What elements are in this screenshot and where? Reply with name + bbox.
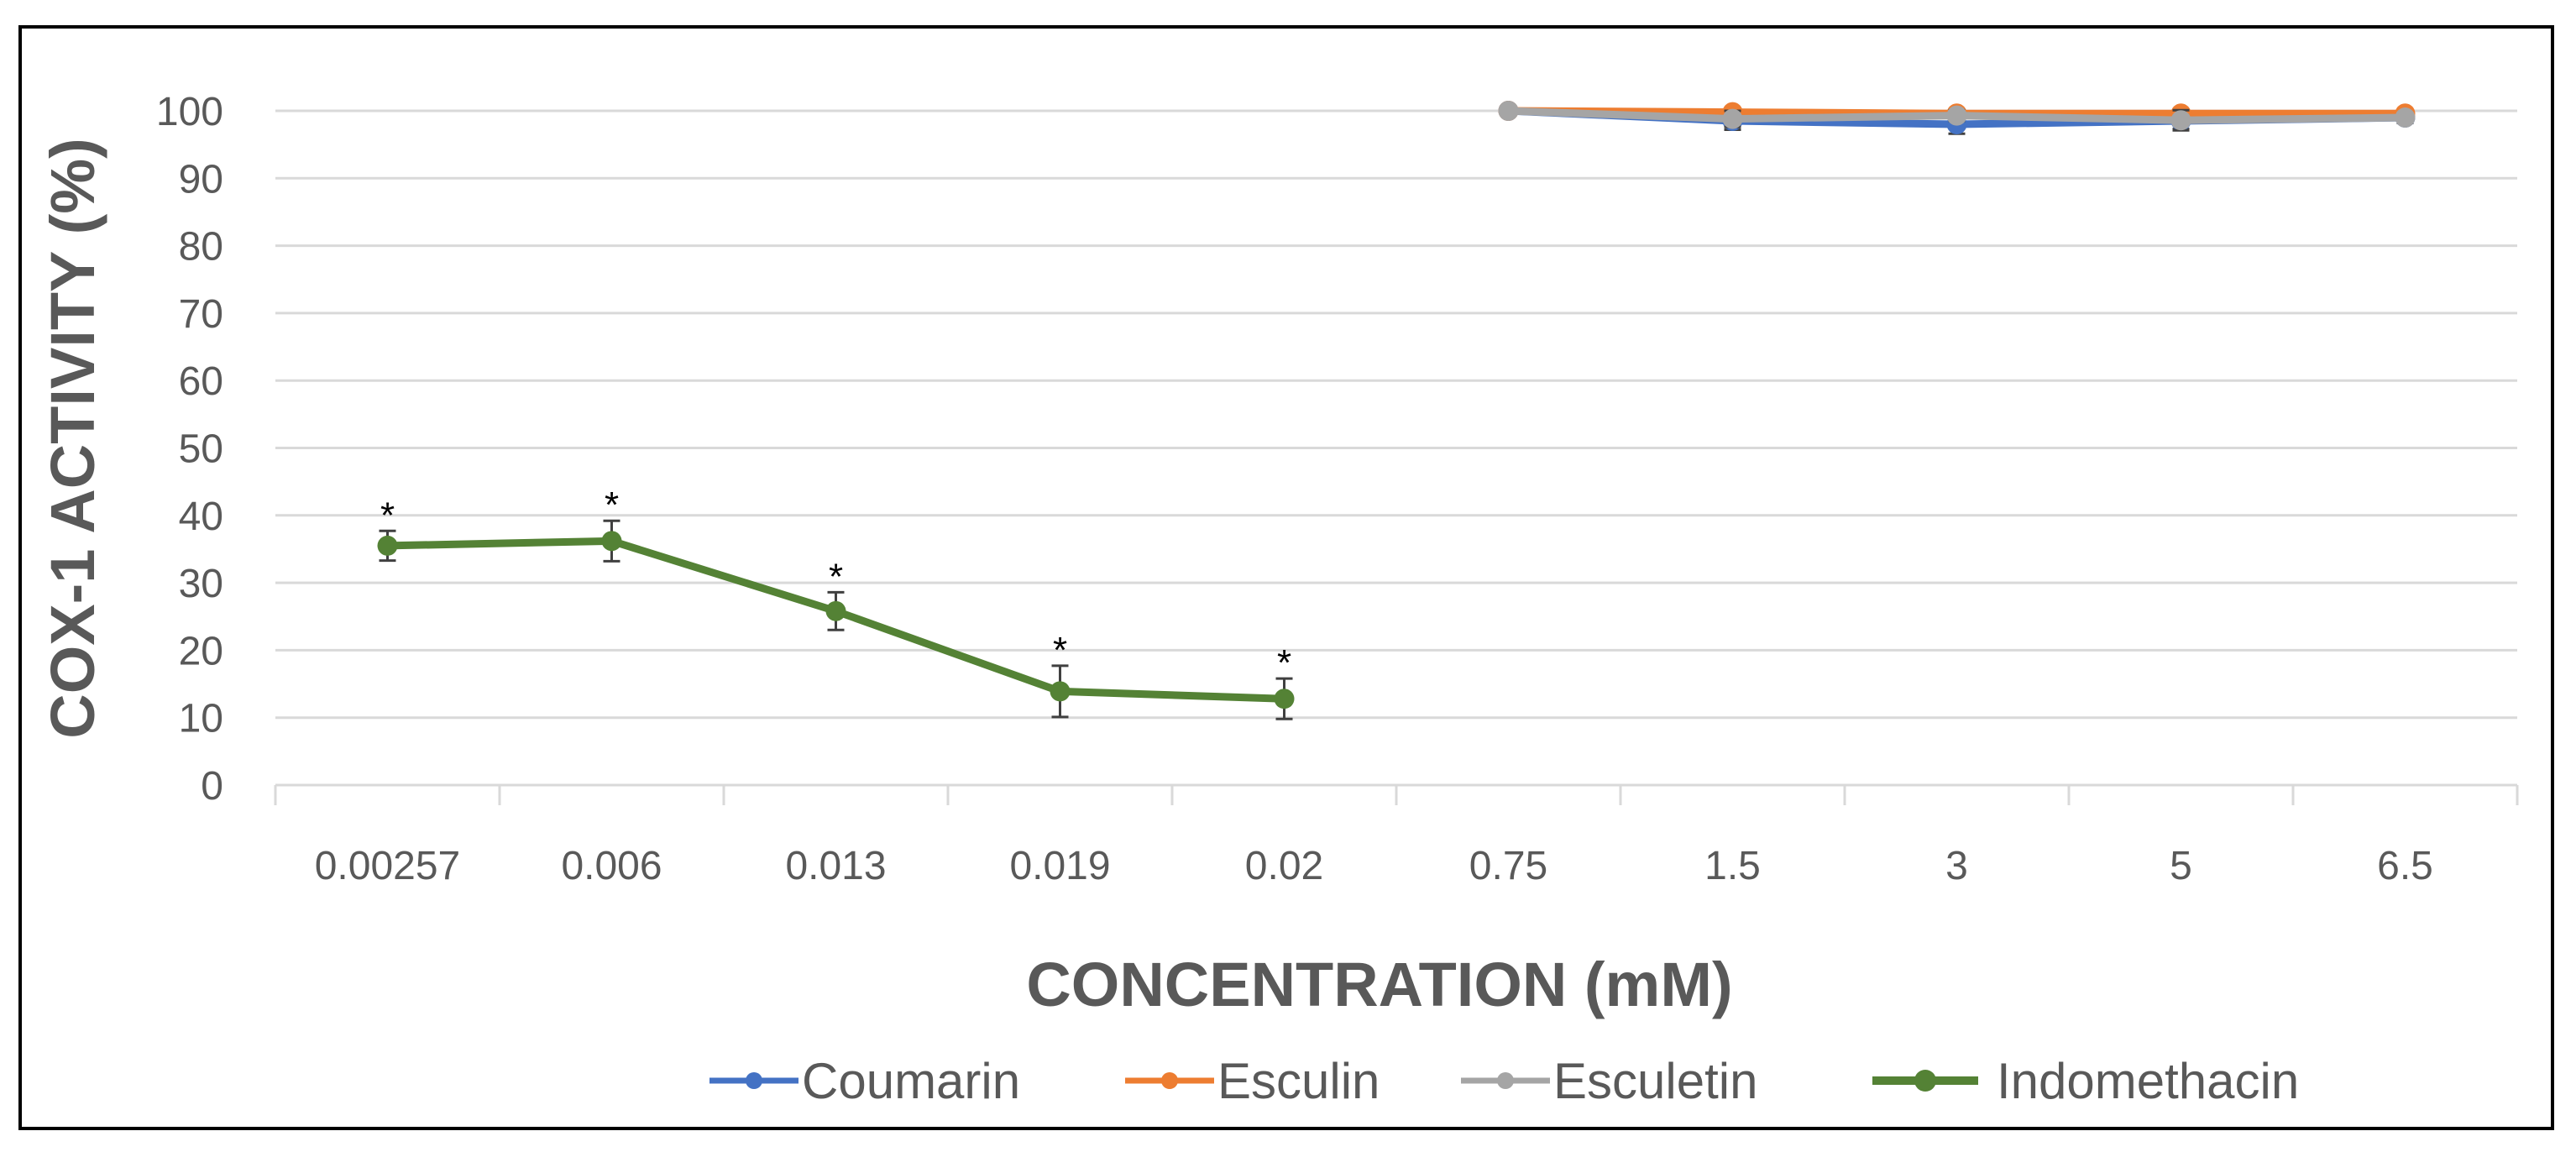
x-tick-label: 0.00257 — [315, 844, 461, 888]
legend-item-esculin: Esculin — [1125, 1053, 1380, 1109]
x-tick-label: 1.5 — [1704, 844, 1761, 888]
x-tick-label: 0.013 — [785, 844, 886, 888]
y-tick-label: 0 — [201, 764, 223, 809]
x-tick-label: 0.006 — [561, 844, 662, 888]
x-tick-label: 6.5 — [2377, 844, 2433, 888]
y-tick-label: 30 — [179, 562, 223, 606]
legend-marker — [1914, 1070, 1936, 1092]
legend-label: Indomethacin — [1997, 1053, 2299, 1109]
series-esculetin — [1498, 101, 2416, 132]
significance-marker: * — [605, 484, 619, 526]
x-tick-label: 0.019 — [1009, 844, 1110, 888]
significance-marker: * — [1277, 642, 1291, 683]
data-point — [2170, 110, 2191, 131]
legend-item-coumarin: Coumarin — [709, 1053, 1020, 1109]
x-tick-label: 3 — [1945, 844, 1968, 888]
data-point — [1274, 689, 1295, 710]
data-point — [1946, 105, 1967, 126]
data-point — [2395, 107, 2416, 128]
series-layer: * * * * * — [377, 101, 2416, 720]
gridlines — [275, 109, 2517, 720]
series-indomethacin: * * * * * — [377, 484, 1295, 720]
y-axis-title: COX-1 ACTIVITY (%) — [38, 138, 107, 738]
y-tick-label: 70 — [179, 292, 223, 337]
data-point — [1722, 108, 1743, 129]
x-tick-label: 0.02 — [1245, 844, 1323, 888]
chart-frame — [18, 25, 2554, 1130]
significance-marker: * — [380, 495, 395, 536]
legend-label: Coumarin — [802, 1053, 1020, 1109]
y-tick-label: 60 — [179, 359, 223, 404]
data-point — [1050, 681, 1071, 702]
legend-label: Esculetin — [1553, 1053, 1757, 1109]
y-tick-label: 100 — [156, 90, 223, 134]
legend-marker — [746, 1072, 762, 1089]
data-point — [377, 535, 398, 556]
legend-item-esculetin: Esculetin — [1461, 1053, 1757, 1109]
legend-item-indomethacin: Indomethacin — [1872, 1053, 2299, 1109]
y-tick-label: 50 — [179, 427, 223, 472]
x-tick-label: 0.75 — [1469, 844, 1547, 888]
x-axis: 0.00257 0.006 0.013 0.019 0.02 0.75 1.5 3 5 6.5 — [274, 783, 2519, 888]
y-tick-label: 40 — [179, 495, 223, 539]
significance-marker: * — [829, 556, 843, 597]
data-point — [1498, 101, 1519, 121]
legend-label: Esculin — [1217, 1053, 1380, 1109]
data-point — [601, 531, 622, 552]
significance-marker: * — [1053, 630, 1067, 671]
legend-marker — [1161, 1072, 1178, 1089]
legend: Coumarin Esculin Esculetin Indomethacin — [709, 1053, 2299, 1109]
y-axis-ticks: 0 10 20 30 40 50 60 70 80 90 100 — [156, 90, 223, 809]
y-tick-label: 10 — [179, 697, 223, 741]
legend-marker — [1497, 1072, 1514, 1089]
y-tick-label: 90 — [179, 157, 223, 202]
y-tick-label: 80 — [179, 225, 223, 270]
x-tick-label: 5 — [2170, 844, 2192, 888]
data-point — [825, 600, 846, 621]
x-axis-title: CONCENTRATION (mM) — [1026, 950, 1732, 1019]
y-tick-label: 20 — [179, 629, 223, 673]
